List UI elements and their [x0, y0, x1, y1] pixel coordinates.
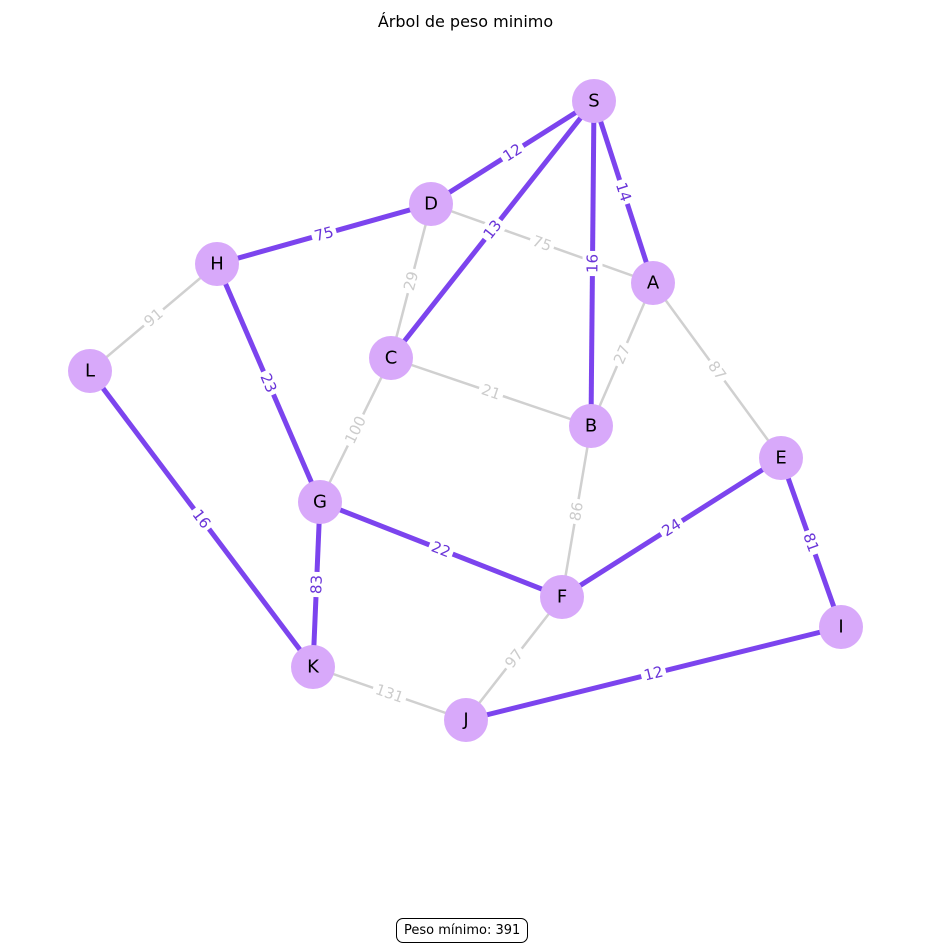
edge-label-group-G-K: 83: [305, 571, 328, 598]
edge-label-background: [582, 250, 603, 277]
edge-label-group-C-G: 100: [338, 410, 373, 450]
nodes-layer: S D A H C L B E G F I K J: [68, 79, 863, 742]
edge-weight-label: 75: [312, 223, 335, 245]
edge-label-background: [498, 642, 530, 675]
edge-label-group-B-F: 86: [564, 497, 589, 526]
node-label-A: A: [647, 273, 660, 294]
edge-label-background: [638, 660, 669, 687]
edge-label-group-S-D: 12: [496, 137, 529, 168]
node-label-H: H: [210, 254, 224, 275]
node-label-E: E: [775, 448, 786, 469]
edge-weight-label: 14: [612, 180, 635, 204]
edge-label-background: [655, 512, 688, 543]
edge-weight-label: 12: [642, 662, 665, 684]
edge-label-group-A-E: 87: [701, 354, 733, 387]
node-K: [291, 645, 335, 689]
diagram-title: Árbol de peso minimo: [377, 12, 554, 31]
node-S: [572, 79, 616, 123]
edge-weight-label: 75: [530, 232, 554, 255]
node-label-G: G: [313, 492, 327, 513]
edge-weight-label: 81: [799, 530, 822, 554]
edge-label-group-A-B: 27: [607, 339, 637, 370]
edge-label-group-D-C: 29: [398, 266, 424, 296]
edge-label-background: [475, 378, 507, 406]
edge-label-background: [254, 367, 283, 399]
edge-weight-label: 87: [704, 357, 730, 383]
edge-label-background: [701, 354, 733, 387]
node-label-S: S: [588, 91, 599, 112]
node-G: [298, 480, 342, 524]
edge-label-group-D-H: 75: [309, 220, 339, 248]
node-label-B: B: [585, 416, 597, 437]
edge-label-group-S-B: 16: [582, 250, 603, 277]
edge-label-background: [610, 176, 637, 208]
node-label-C: C: [385, 348, 398, 369]
edge-weight-label: 131: [373, 680, 406, 706]
node-H: [195, 242, 239, 286]
edge-label-group-H-G: 23: [254, 367, 283, 399]
node-label-J: J: [462, 710, 468, 731]
edge-label-group-I-J: 12: [638, 660, 669, 687]
node-label-K: K: [307, 657, 320, 678]
edges-layer: [88, 98, 844, 723]
edge-label-background: [369, 678, 410, 709]
edge-label-background: [526, 229, 558, 258]
edge-weight-label: 83: [307, 575, 326, 595]
node-label-L: L: [85, 361, 95, 382]
edge-weight-label: 21: [479, 380, 503, 403]
edge-label-background: [338, 410, 373, 450]
edge-label-background: [476, 213, 509, 246]
node-label-I: I: [838, 617, 843, 638]
node-label-F: F: [557, 587, 567, 608]
node-J: [444, 698, 488, 742]
edge-label-background: [309, 220, 339, 248]
edge-label-group-K-J: 131: [369, 678, 410, 709]
edge-label-background: [496, 137, 529, 168]
edge-weight-label: 97: [501, 645, 527, 671]
edge-label-background: [137, 301, 170, 334]
node-D: [409, 182, 453, 226]
edge-label-background: [607, 339, 637, 370]
edge-label-background: [797, 527, 825, 558]
edge-label-group-F-E: 24: [655, 512, 688, 543]
edge-label-group-S-A: 14: [610, 176, 637, 208]
node-I: [819, 605, 863, 649]
node-L: [68, 349, 112, 393]
node-F: [540, 575, 584, 619]
edge-label-group-D-A: 75: [526, 229, 558, 258]
edge-label-group-C-B: 21: [475, 378, 507, 406]
edge-label-background: [425, 535, 457, 564]
node-B: [569, 404, 613, 448]
edge-label-group-G-F: 22: [425, 535, 457, 564]
edge-label-group-E-I: 81: [797, 527, 825, 558]
node-E: [759, 436, 803, 480]
edge-label-background: [564, 497, 589, 526]
edge-weight-label: 16: [583, 254, 601, 273]
edge-weight-label: 29: [400, 269, 422, 292]
edge-label-background: [185, 502, 218, 536]
edge-label-background: [305, 571, 328, 598]
edge-label-group-F-J: 97: [498, 642, 530, 675]
edge-weight-label: 22: [429, 538, 453, 562]
edge-label-background: [398, 266, 424, 296]
node-label-D: D: [424, 194, 438, 215]
node-A: [631, 261, 675, 305]
minimum-weight-box: Peso mínimo: 391: [396, 918, 529, 943]
node-C: [369, 336, 413, 380]
edge-weight-label: 86: [566, 501, 587, 523]
